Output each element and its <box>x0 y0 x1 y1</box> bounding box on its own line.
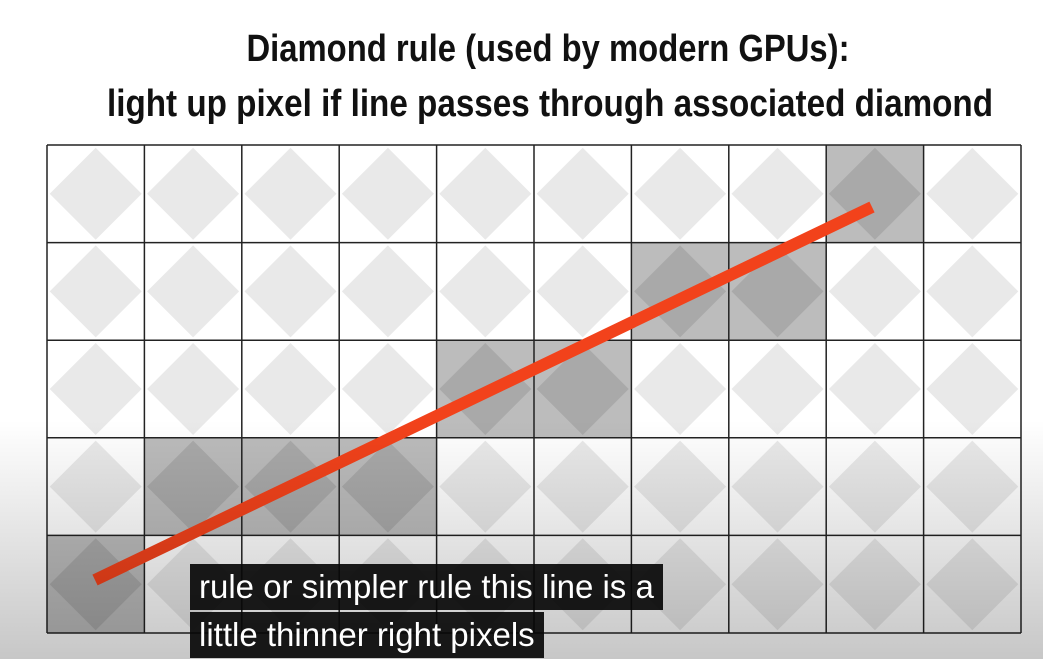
diamond <box>341 147 434 240</box>
diamond <box>634 147 727 240</box>
diamond <box>341 245 434 338</box>
diamond <box>147 343 240 435</box>
diamond <box>439 147 532 240</box>
diamond <box>731 147 824 240</box>
caption: little thinner right pixels <box>190 612 544 658</box>
diamond <box>244 245 337 338</box>
diamond <box>439 245 532 338</box>
diamond <box>926 147 1019 240</box>
diamond <box>147 147 240 240</box>
diamond <box>244 343 337 435</box>
caption: rule or simpler rule this line is a <box>190 564 663 610</box>
diamond <box>49 343 142 435</box>
diamond <box>341 343 434 435</box>
title-line: Diamond rule (used by modern GPUs): <box>247 28 850 70</box>
diamond <box>536 245 629 338</box>
diamond <box>244 147 337 240</box>
diamond <box>731 343 824 435</box>
diamond <box>49 147 142 240</box>
diamond <box>536 343 629 435</box>
diamond <box>926 343 1019 435</box>
diamond <box>828 343 921 435</box>
diamond <box>49 245 142 338</box>
diamond <box>828 245 921 338</box>
diamond <box>926 245 1019 338</box>
diamond <box>147 245 240 338</box>
diamond <box>634 343 727 435</box>
diamond <box>536 147 629 240</box>
title-line: light up pixel if line passes through as… <box>107 83 993 125</box>
